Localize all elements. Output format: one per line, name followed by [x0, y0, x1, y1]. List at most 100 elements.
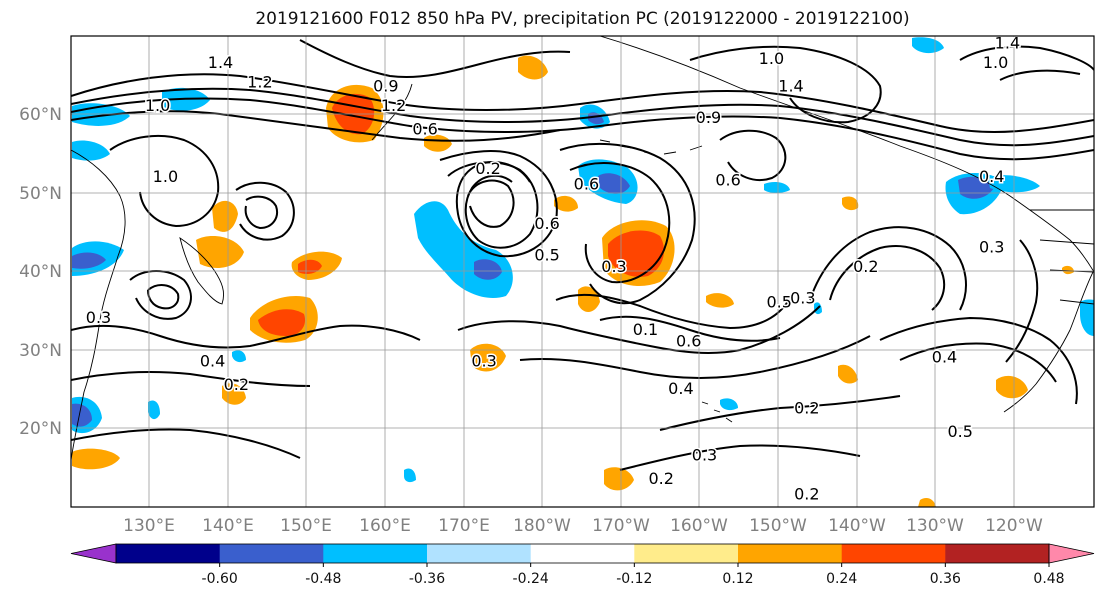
contour-label: 1.2	[247, 73, 272, 92]
contour-label: 0.5	[534, 245, 559, 264]
precip-positive-region	[470, 343, 506, 372]
colorbar-segment	[323, 544, 428, 563]
pv-contour	[689, 45, 882, 124]
colorbar-tick-label: 0.36	[930, 571, 961, 587]
latitude-labels: 60°N 50°N 40°N 30°N 20°N	[19, 105, 62, 439]
map-title: 2019121600 F012 850 hPa PV, precipitatio…	[255, 9, 910, 29]
lon-label-140e: 140°E	[202, 516, 254, 536]
precip-positive-region	[212, 200, 238, 232]
pv-contour	[109, 134, 220, 228]
precip-strong-negative-region	[598, 173, 630, 194]
precip-negative-region	[232, 350, 246, 363]
colorbar-segment	[427, 544, 532, 563]
contour-label: 0.2	[648, 469, 673, 488]
map-frame	[70, 35, 1095, 508]
pv-contour	[519, 335, 871, 379]
asia-coastline	[71, 149, 126, 461]
pv-contour	[71, 371, 311, 387]
lon-label-150e: 150°E	[280, 516, 332, 536]
precip-positive-region	[842, 196, 859, 211]
map-area: 1.41.21.01.01.20.60.90.20.50.60.61.01.40…	[71, 33, 1094, 507]
colorbar-segment	[841, 544, 946, 563]
longitude-labels: 130°E 140°E 150°E 160°E 170°E 180°W 170°…	[123, 516, 1043, 536]
contour-label: 0.3	[790, 289, 815, 308]
pv-contour	[619, 444, 861, 471]
lon-label-150w: 150°W	[749, 516, 807, 536]
lon-label-160w: 160°W	[670, 516, 728, 536]
contour-label: 0.1	[633, 320, 658, 339]
colorbar-tick-label: -0.48	[305, 571, 341, 587]
lat-label-20n: 20°N	[19, 419, 62, 439]
contour-label: 0.9	[373, 77, 398, 96]
lon-label-130e: 130°E	[123, 516, 175, 536]
contour-label: 0.2	[475, 159, 500, 178]
precip-positive-region	[1062, 265, 1074, 275]
contour-label: 0.3	[601, 257, 626, 276]
colorbar: -0.60 -0.48 -0.36 -0.24 -0.12 0.12 0.24 0.36 0.4…	[70, 543, 1095, 587]
precip-strong-positive-region	[258, 309, 306, 336]
lat-label-60n: 60°N	[19, 105, 62, 125]
precip-positive-region	[706, 293, 734, 308]
colorbar-outline	[115, 543, 1050, 564]
contour-label: 0.3	[979, 237, 1004, 256]
contour-label: 0.6	[412, 120, 437, 139]
precip-positive-region	[918, 498, 936, 507]
contour-label: 0.5	[947, 422, 972, 441]
contour-label: 1.2	[381, 96, 406, 115]
precip-positive-region	[72, 448, 120, 470]
contour-label: 0.4	[932, 347, 957, 366]
lon-label-120w: 120°W	[985, 516, 1043, 536]
precip-strong-negative-region	[72, 252, 106, 269]
lon-label-170w: 170°W	[592, 516, 650, 536]
precip-negative-region	[720, 398, 738, 411]
lon-label-180w: 180°W	[513, 516, 571, 536]
contour-label: 0.3	[692, 446, 717, 465]
contour-label: 1.4	[995, 33, 1020, 52]
precip-strong-positive-region	[608, 230, 664, 277]
colorbar-tick-label: -0.24	[513, 571, 549, 587]
pv-contour	[829, 245, 946, 311]
colorbar-segment	[116, 544, 221, 563]
pv-contour	[235, 181, 295, 241]
lat-label-40n: 40°N	[19, 262, 62, 282]
pv-contour	[147, 284, 180, 310]
precip-positive-region	[424, 134, 452, 152]
precip-positive-region	[996, 375, 1028, 399]
colorbar-tick-label: 0.48	[1033, 571, 1064, 587]
colorbar-segment	[219, 544, 324, 563]
contour-label: 1.4	[778, 77, 803, 96]
pv-contour	[71, 324, 421, 349]
contour-label: 0.9	[696, 108, 721, 127]
colorbar-tick-label: -0.36	[409, 571, 445, 587]
coastlines	[71, 36, 1094, 461]
pv-contour	[467, 179, 515, 228]
colorbar-segment	[634, 544, 739, 563]
pv-contour	[457, 305, 821, 354]
precip-positive-region	[838, 364, 858, 384]
colorbar-segment	[945, 544, 1050, 563]
precip-positive-region	[578, 286, 600, 312]
lon-label-170e: 170°E	[438, 516, 490, 536]
contour-label: 0.2	[794, 398, 819, 417]
precip-negative-region	[764, 182, 790, 193]
lat-label-50n: 50°N	[19, 184, 62, 204]
kamchatka-coastline	[371, 83, 413, 141]
pv-contour	[999, 69, 1081, 81]
pv-contour	[299, 39, 571, 79]
precip-positive-region	[518, 55, 548, 80]
pv-contour	[71, 73, 1094, 133]
colorbar-segment	[738, 544, 843, 563]
precip-strong-positive-region	[298, 259, 322, 274]
colorbar-tick-label: -0.60	[202, 571, 238, 587]
japan-coastline	[179, 236, 225, 305]
pv-contour	[1005, 239, 1039, 363]
pv-contour	[559, 142, 696, 305]
pv-contour	[659, 395, 901, 431]
precip-positive-region	[604, 467, 634, 491]
lat-label-30n: 30°N	[19, 341, 62, 361]
contour-label: 0.5	[766, 292, 791, 311]
contour-label: 0.2	[794, 485, 819, 504]
colorbar-segment	[530, 544, 635, 563]
us-state-borders	[1030, 209, 1094, 305]
north-america-coastline	[1003, 269, 1094, 413]
